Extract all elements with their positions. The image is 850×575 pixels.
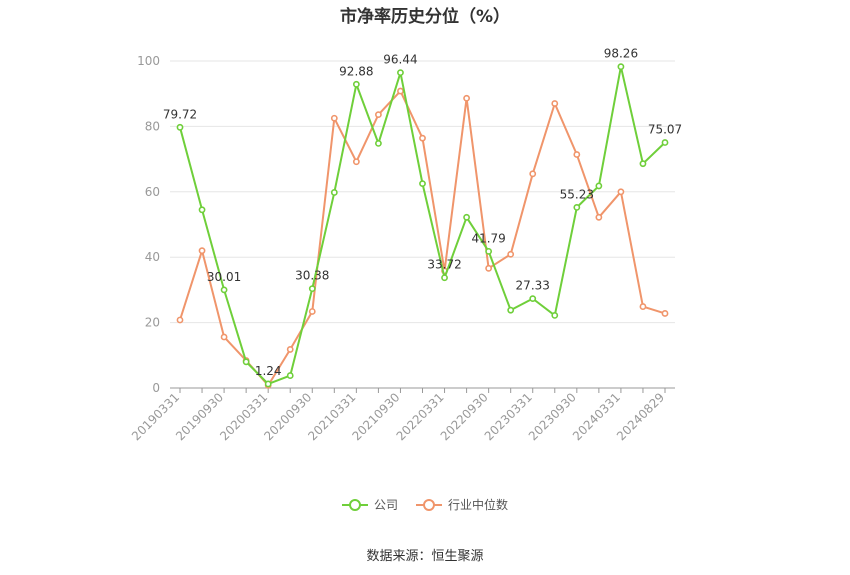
legend-label-company: 公司 (373, 498, 398, 512)
data-point-industry (529, 170, 537, 178)
data-point-company (639, 160, 647, 168)
data-point-industry (507, 250, 515, 258)
data-point-company (661, 139, 669, 146)
data-point-company (529, 295, 537, 303)
chart-title: 市净率历史分位（%） (339, 7, 511, 27)
data-point-company (595, 182, 603, 190)
data-point-company (308, 285, 316, 293)
series-lines (176, 63, 669, 389)
data-point-company (507, 306, 515, 314)
chart-plot: 0204060801002019033120190930202003312020… (129, 47, 682, 444)
data-label: 30.01 (207, 270, 241, 284)
data-point-company (617, 63, 625, 71)
gridlines (170, 60, 675, 324)
data-label: 55.23 (560, 187, 594, 201)
data-point-industry (661, 310, 669, 317)
data-point-industry (176, 316, 184, 324)
data-point-company (419, 180, 426, 188)
y-tick-label: 80 (145, 119, 160, 133)
series-line-company (179, 65, 666, 385)
data-point-company (463, 213, 470, 221)
data-point-company (441, 274, 448, 282)
y-tick-label: 40 (145, 250, 160, 264)
data-label: 96.44 (383, 53, 417, 67)
data-label: 27.33 (516, 279, 550, 293)
data-point-industry (286, 346, 294, 353)
data-point-industry (573, 151, 581, 158)
legend-item-company[interactable]: 公司 (341, 496, 398, 513)
data-point-company (286, 372, 294, 379)
data-point-industry (485, 264, 493, 272)
data-point-company (330, 189, 338, 196)
data-point-industry (198, 247, 206, 255)
data-point-company (485, 247, 493, 255)
data-point-company (176, 123, 184, 131)
x-tick-label: 20240829 (614, 390, 667, 443)
data-labels: 79.72 30.01 1.24 30.38 92.88 96.44 33.72 41.79 2… (163, 47, 682, 378)
data-point-company (352, 80, 360, 88)
legend-swatch-industry (416, 498, 442, 511)
y-tick-label: 60 (145, 185, 160, 199)
y-tick-label: 100 (137, 54, 160, 68)
legend-item-industry[interactable]: 行业中位数 (416, 496, 508, 513)
data-label: 92.88 (339, 64, 373, 78)
data-point-industry (639, 303, 647, 310)
data-point-company (551, 312, 559, 319)
data-label: 75.07 (648, 123, 682, 137)
data-point-industry (617, 188, 625, 196)
data-point-industry (352, 158, 360, 166)
data-point-industry (375, 111, 382, 119)
data-point-industry (419, 134, 426, 142)
data-source-note: 数据来源：恒生聚源 (366, 549, 484, 564)
legend-label-industry: 行业中位数 (448, 498, 509, 512)
data-point-industry (308, 308, 316, 315)
legend: 公司 行业中位数 (0, 496, 850, 513)
legend-swatch-company (341, 498, 368, 511)
data-point-industry (330, 114, 338, 122)
data-point-company (375, 140, 382, 147)
data-point-industry (551, 100, 559, 107)
data-point-company (397, 69, 404, 77)
data-label: 79.72 (163, 107, 197, 121)
data-label: 98.26 (604, 47, 638, 61)
data-point-industry (397, 87, 404, 95)
y-tick-label: 20 (145, 316, 160, 330)
data-point-company (242, 358, 250, 366)
data-label: 41.79 (471, 231, 505, 245)
data-point-company (573, 203, 581, 211)
data-label: 1.24 (255, 364, 282, 378)
data-point-industry (595, 213, 603, 221)
data-point-company (198, 206, 206, 214)
axes: 0204060801002019033120190930202003312020… (129, 54, 675, 443)
y-tick-label: 0 (152, 381, 160, 395)
data-point-industry (220, 333, 228, 341)
data-label: 30.38 (295, 269, 329, 283)
data-label: 33.72 (427, 258, 461, 272)
data-point-company (264, 380, 272, 388)
data-point-company (220, 286, 228, 294)
data-point-industry (463, 94, 470, 102)
